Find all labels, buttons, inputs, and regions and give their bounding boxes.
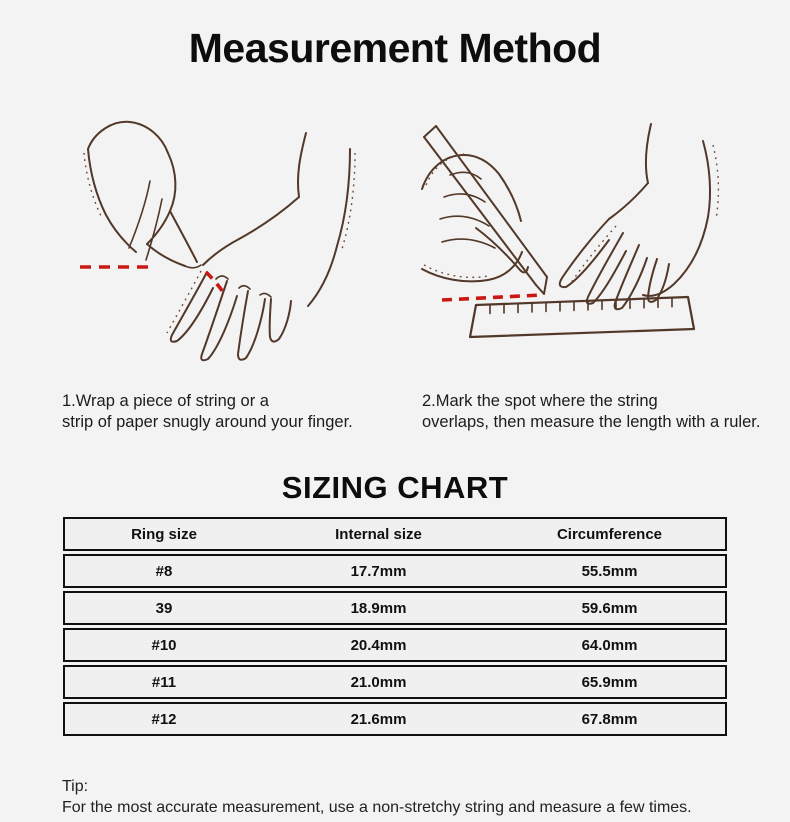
ring-size-value: 39 bbox=[155, 599, 173, 617]
instruction-steps: 1.Wrap a piece of string or a strip of p… bbox=[0, 374, 790, 449]
ring-size-value: #11 bbox=[151, 673, 177, 691]
circumference-value: 65.9mm bbox=[581, 673, 638, 691]
internal-size-value: 21.0mm bbox=[350, 673, 407, 691]
page-title: Measurement Method bbox=[188, 25, 602, 71]
circumference-value: 55.5mm bbox=[581, 562, 638, 580]
pinching-hand-outline bbox=[83, 120, 202, 269]
ring-size-value: #10 bbox=[151, 636, 177, 654]
column-header-ring-size: Ring size bbox=[131, 525, 197, 543]
tip-label: Tip: bbox=[62, 778, 89, 796]
pressing-hand-outline bbox=[558, 123, 720, 311]
hands-ruler-illustration bbox=[421, 123, 720, 339]
sizing-chart-heading: SIZING CHART bbox=[281, 470, 509, 506]
table-header-row: Ring size Internal size Circumference bbox=[63, 517, 727, 552]
sizing-chart-table: Ring size Internal size Circumference #8… bbox=[63, 517, 727, 737]
illustration-row bbox=[50, 109, 760, 369]
ring-size-value: #12 bbox=[151, 710, 177, 728]
pen-hand-outline bbox=[421, 153, 529, 283]
table-row: #11 21.0mm 65.9mm bbox=[63, 665, 727, 700]
ruler-icon bbox=[468, 295, 696, 339]
step-2-text: 2.Mark the spot where the string overlap… bbox=[422, 391, 761, 431]
measured-hand-outline bbox=[166, 132, 356, 362]
red-string-dashed-line bbox=[80, 265, 227, 296]
tip-text: For the most accurate measurement, use a… bbox=[62, 799, 692, 817]
internal-size-value: 17.7mm bbox=[350, 562, 407, 580]
circumference-value: 59.6mm bbox=[581, 599, 638, 617]
table-row: 39 18.9mm 59.6mm bbox=[63, 591, 727, 626]
internal-size-value: 18.9mm bbox=[350, 599, 407, 617]
ring-size-value: #8 bbox=[155, 562, 173, 580]
table-row: #12 21.6mm 67.8mm bbox=[63, 702, 727, 737]
column-header-internal-size: Internal size bbox=[335, 525, 422, 543]
hands-string-illustration bbox=[80, 120, 356, 362]
table-row: #10 20.4mm 64.0mm bbox=[63, 628, 727, 663]
column-header-circumference: Circumference bbox=[556, 525, 663, 543]
internal-size-value: 20.4mm bbox=[350, 636, 407, 654]
table-row: #8 17.7mm 55.5mm bbox=[63, 554, 727, 589]
red-string-dashed-line bbox=[441, 293, 543, 302]
step-1-text: 1.Wrap a piece of string or a strip of p… bbox=[62, 391, 353, 431]
illustration-mark-measure bbox=[420, 109, 760, 369]
tip-block: Tip: For the most accurate measurement, … bbox=[62, 776, 728, 818]
circumference-value: 67.8mm bbox=[581, 710, 638, 728]
internal-size-value: 21.6mm bbox=[350, 710, 407, 728]
circumference-value: 64.0mm bbox=[581, 636, 638, 654]
illustration-wrap-string bbox=[50, 109, 390, 369]
